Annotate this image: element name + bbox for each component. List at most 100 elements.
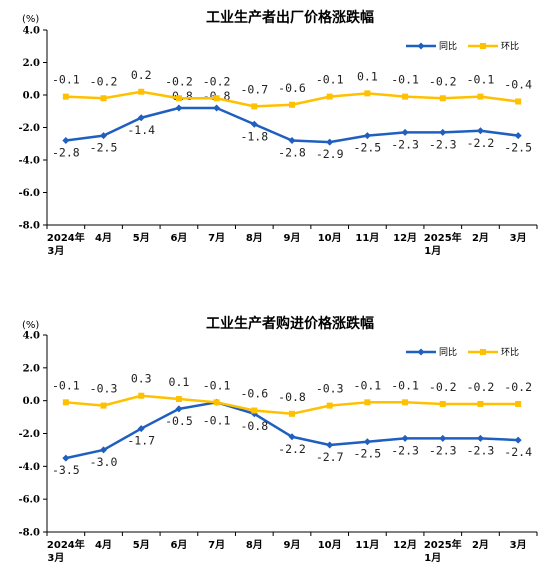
chart1-series-mom-point [515, 98, 522, 105]
chart1-xtick-label: 4月 [95, 232, 112, 244]
chart1-series-yoy-data-label: -2.8 [52, 146, 80, 160]
chart1-xtick-label: 3月 [47, 245, 64, 257]
chart2-series-yoy-data-label: -2.3 [467, 443, 495, 457]
chart1-series-yoy-point [175, 104, 183, 112]
chart2-series-yoy-data-label: -2.7 [316, 450, 344, 464]
chart2-xtick-label: 12月 [393, 539, 417, 551]
chart2-xtick-label: 6月 [170, 539, 187, 551]
chart2-legend: 同比 环比 [406, 346, 519, 358]
chart2-series-mom-data-label: -0.1 [52, 378, 80, 392]
chart1-xtick-label: 2024年 [47, 231, 85, 244]
chart2-series-mom-point [477, 400, 484, 407]
chart2-ytick-label: -4.0 [18, 462, 40, 473]
chart1-ytick-label: 0.0 [23, 91, 40, 102]
chart1-series-mom-data-label: -0.7 [240, 82, 268, 96]
chart1-series-yoy-point [213, 104, 221, 112]
chart2-series-mom-point [326, 402, 333, 409]
chart2-ytick-label: -6.0 [18, 495, 40, 506]
chart1-series-mom-point [138, 88, 145, 95]
chart1-series-yoy-point [100, 132, 108, 140]
chart2-xtick-label: 2月 [472, 539, 489, 551]
chart1-series-mom-data-label: -0.2 [90, 74, 118, 88]
chart1-legend-yoy-label: 同比 [439, 40, 457, 52]
chart2-series-mom-point [364, 399, 371, 406]
chart1-xtick-label: 12月 [393, 232, 417, 244]
chart2-xtick-label: 5月 [133, 539, 150, 551]
chart2-series-mom-data-label: -0.2 [429, 380, 457, 394]
chart2-series-mom-data-label: -0.8 [278, 390, 306, 404]
chart2-series-yoy-point [62, 454, 70, 462]
chart2-series-mom-point [515, 400, 522, 407]
chart2-series-yoy-data-label: -0.8 [240, 419, 268, 433]
chart2-series-mom-point [100, 402, 107, 409]
chart1-xtick-label: 11月 [355, 232, 379, 244]
chart1-title: 工业生产者出厂价格涨跌幅 [206, 9, 374, 26]
chart1-series-yoy-point [363, 132, 371, 140]
chart2-xtick-label: 8月 [246, 539, 263, 551]
chart2-series-mom-data-label: -0.2 [467, 380, 495, 394]
chart1-series-mom-point [251, 103, 258, 110]
chart1-series-mom-data-label: -0.2 [165, 74, 193, 88]
chart2-series-mom-point [251, 407, 258, 414]
chart1-ytick-label: -8.0 [18, 221, 40, 232]
chart2-series-yoy-data-label: -0.1 [203, 413, 231, 427]
chart1-series-mom-point [175, 95, 182, 102]
chart2-unit-label: (%) [22, 320, 39, 331]
chart2-series-mom-data-label: 0.1 [169, 375, 190, 389]
chart1-ytick-label: -6.0 [18, 188, 40, 199]
chart2-series-yoy-data-label: -3.0 [90, 455, 118, 469]
chart2-legend-yoy-label: 同比 [439, 346, 457, 358]
chart1-series-mom-point [62, 93, 69, 100]
chart2-series-mom-data-label: 0.3 [131, 372, 152, 386]
chart1-series-mom-point [364, 90, 371, 97]
chart1-ytick-label: 4.0 [23, 26, 40, 37]
chart1-xtick-label: 6月 [170, 232, 187, 244]
chart2-series-yoy-point [100, 446, 108, 454]
chart2-series-yoy-data-label: -3.5 [52, 463, 80, 477]
chart1-series-yoy-point [250, 120, 258, 128]
chart2-series-yoy-data-label: -2.3 [391, 443, 419, 457]
chart1-series-mom-data-label: 0.2 [131, 68, 152, 82]
chart1-ytick-label: 2.0 [23, 58, 40, 69]
chart1-unit-label: (%) [22, 14, 39, 25]
chart2-xtick-label: 3月 [510, 539, 527, 551]
chart1-series-yoy-data-label: -2.5 [90, 141, 118, 155]
chart2-series-mom-data-label: -0.2 [504, 380, 532, 394]
chart1-series-mom-data-label: -0.4 [504, 78, 532, 92]
chart2-series-mom-point [175, 396, 182, 403]
chart1-series-mom-point [326, 93, 333, 100]
chart1-series-mom-point [213, 95, 220, 102]
chart1-series-mom-data-label: -0.1 [52, 73, 80, 87]
chart2-series-mom-data-label: -0.3 [90, 382, 118, 396]
chart2-series-mom-data-label: -0.3 [316, 382, 344, 396]
chart2-series-yoy-point [363, 438, 371, 446]
chart1-series-yoy-data-label: -2.5 [354, 141, 382, 155]
chart2-series-mom-point [213, 399, 220, 406]
chart1-series-yoy-data-label: -2.9 [316, 147, 344, 161]
chart2-series-mom-point [402, 399, 409, 406]
chart2-series-yoy-point [514, 436, 522, 444]
chart2-series-yoy-data-label: -2.5 [354, 447, 382, 461]
chart1-series-mom-point [100, 95, 107, 102]
chart1-series-yoy-data-label: -2.3 [391, 137, 419, 151]
chart2-series-yoy-point [439, 434, 447, 442]
chart2-series-yoy-point [401, 434, 409, 442]
chart1-series-mom-point [439, 95, 446, 102]
chart2-ytick-label: -8.0 [18, 528, 40, 539]
chart1-xtick-label: 3月 [510, 232, 527, 244]
chart1-series-mom-data-label: 0.1 [357, 69, 378, 83]
chart2-legend-mom-marker [480, 349, 486, 355]
chart2-ytick-label: 2.0 [23, 363, 40, 374]
chart2-xtick-label: 7月 [208, 539, 225, 551]
chart1-legend-mom-label: 环比 [501, 40, 519, 52]
chart2-series-yoy-point [137, 425, 145, 433]
chart2-series-yoy-data-label: -1.7 [127, 434, 155, 448]
chart2-ytick-label: 0.0 [23, 396, 40, 407]
chart2-series-yoy-point [175, 405, 183, 413]
chart1-xtick-label: 2025年 [424, 231, 462, 244]
chart2-series-mom-point [289, 410, 295, 417]
chart2-xtick-label: 11月 [355, 539, 379, 551]
chart2-series-mom-data-label: -0.6 [240, 387, 268, 401]
chart2: 工业生产者购进价格涨跌幅 (%) 同比 环比 [22, 315, 519, 358]
